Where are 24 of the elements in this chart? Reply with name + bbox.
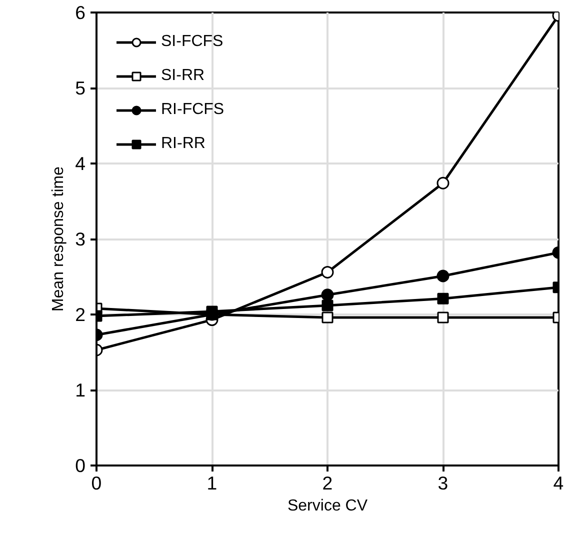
y-tick-label: 1 bbox=[75, 380, 86, 400]
y-tick-label: 0 bbox=[75, 455, 86, 476]
point bbox=[436, 270, 450, 282]
y-axis-title: Mean response time bbox=[50, 166, 68, 312]
legend-label: RI-RR bbox=[161, 135, 206, 153]
x-tick-label: 0 bbox=[91, 472, 102, 494]
x-axis-title: Service CV bbox=[287, 498, 368, 514]
y-tick-label: 3 bbox=[75, 228, 86, 250]
point bbox=[436, 176, 450, 190]
point bbox=[437, 292, 449, 304]
x-tick-label: 3 bbox=[438, 472, 448, 494]
point bbox=[321, 288, 334, 302]
legend-label: RI-FCFS bbox=[161, 101, 224, 119]
y-tick-label: 2 bbox=[75, 304, 86, 325]
point bbox=[321, 266, 334, 278]
y-tick-label: 5 bbox=[75, 78, 86, 98]
y-tick-label: 6 bbox=[75, 2, 86, 23]
x-tick-label: 1 bbox=[206, 472, 218, 494]
legend-label: SI-FCFS bbox=[161, 33, 224, 51]
x-tick-label: 4 bbox=[553, 472, 564, 494]
legend-label: SI-RR bbox=[161, 67, 205, 85]
y-tick-label: 4 bbox=[75, 153, 86, 174]
point bbox=[322, 300, 334, 312]
x-tick-label: 2 bbox=[322, 472, 333, 494]
